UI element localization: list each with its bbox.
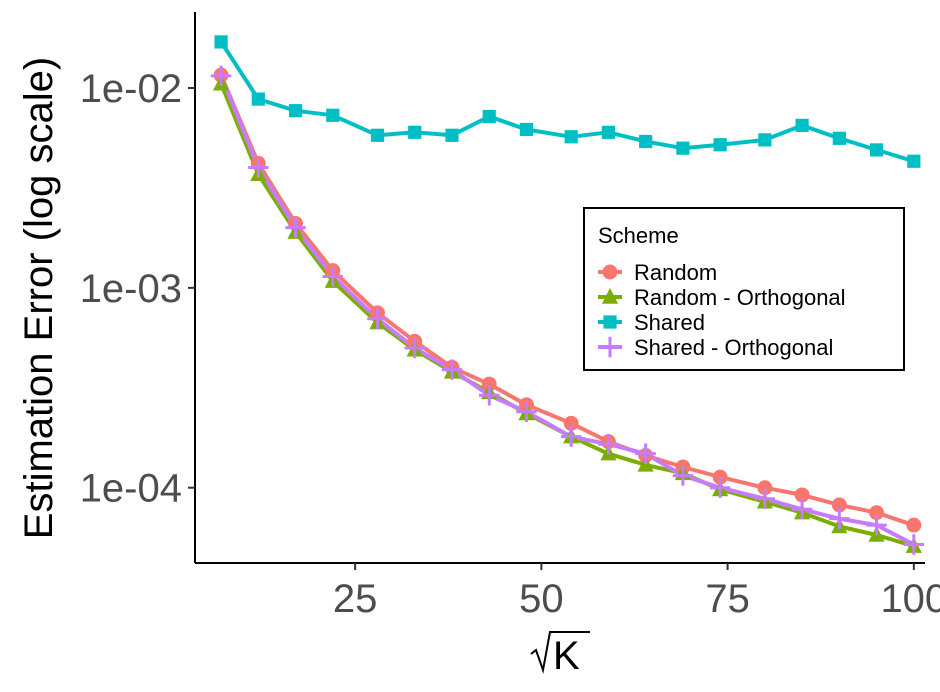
data-point-shared — [251, 92, 265, 106]
y-axis-title: Estimation Error (log scale) — [17, 57, 61, 539]
data-point-shared — [758, 133, 772, 147]
data-point-shared — [676, 141, 690, 155]
series-points-shared-orthogonal — [210, 65, 925, 555]
data-point-shared — [214, 35, 228, 49]
x-axis-title: K — [530, 631, 590, 678]
marker-layer — [210, 35, 925, 555]
legend-label: Shared - Orthogonal — [634, 335, 833, 360]
y-tick-label: 1e-04 — [80, 467, 182, 511]
data-point-shared-orthogonal — [210, 65, 232, 87]
legend-item-random-orthogonal: Random - Orthogonal — [598, 285, 846, 310]
data-point-shared — [907, 154, 921, 168]
radical-sign-icon — [530, 631, 590, 674]
data-point-shared-orthogonal — [248, 157, 269, 178]
data-point-shared — [601, 125, 616, 139]
data-point-shared — [795, 118, 809, 132]
data-point-random — [757, 480, 773, 496]
data-point-random — [831, 497, 847, 513]
data-point-random — [906, 517, 922, 533]
data-point-shared-orthogonal — [560, 426, 582, 447]
data-point-shared-orthogonal — [441, 359, 463, 380]
y-tick-label: 1e-03 — [80, 267, 182, 311]
data-point-shared — [370, 128, 385, 142]
x-tick-label: 100 — [880, 577, 940, 621]
x-axis-title-text: K — [553, 634, 580, 678]
x-tick-label: 25 — [333, 577, 378, 621]
data-point-shared-orthogonal — [285, 217, 306, 238]
data-point-random — [794, 487, 810, 503]
legend-swatch-marker — [601, 288, 619, 304]
legend-swatch-marker — [602, 264, 618, 280]
legend-item-shared-orthogonal: Shared - Orthogonal — [598, 335, 833, 360]
data-point-shared — [639, 134, 653, 149]
data-point-shared — [832, 131, 846, 145]
data-point-shared-orthogonal — [754, 488, 776, 509]
data-point-shared — [445, 128, 459, 142]
series-points-shared — [214, 35, 921, 168]
data-point-shared — [482, 109, 496, 124]
legend-title: Scheme — [598, 223, 679, 248]
x-axis-ticks: 25 50 75 100 — [333, 563, 940, 621]
data-point-shared — [869, 143, 884, 157]
legend-item-shared: Shared — [598, 310, 705, 335]
data-point-shared-orthogonal — [672, 465, 694, 486]
legend-box — [583, 207, 905, 371]
data-point-shared-orthogonal — [404, 337, 425, 359]
data-point-shared-orthogonal — [479, 385, 500, 406]
data-point-shared — [564, 130, 578, 144]
data-point-shared-orthogonal — [322, 266, 344, 287]
y-axis-title-text: Estimation Error (log scale) — [17, 57, 61, 539]
plot-area — [210, 35, 925, 555]
x-tick-label: 50 — [519, 577, 564, 621]
data-point-shared-orthogonal — [903, 534, 925, 555]
y-tick-label: 1e-02 — [80, 67, 182, 111]
data-point-shared — [519, 122, 534, 137]
data-point-shared — [408, 125, 422, 139]
data-point-random — [563, 415, 579, 431]
data-point-shared-orthogonal — [598, 434, 619, 455]
data-point-shared — [288, 104, 303, 118]
legend-label: Shared — [634, 310, 705, 335]
data-point-shared-orthogonal — [866, 514, 887, 536]
data-point-shared-orthogonal — [367, 308, 388, 330]
data-point-shared — [326, 108, 340, 122]
data-point-shared-orthogonal — [635, 443, 656, 464]
data-point-random — [712, 469, 728, 485]
y-axis-ticks: 1e-04 1e-03 1e-02 — [80, 67, 195, 511]
legend-label: Random - Orthogonal — [634, 285, 846, 310]
data-point-shared-orthogonal — [829, 508, 850, 529]
x-tick-label: 75 — [705, 577, 750, 621]
data-point-random — [869, 505, 885, 521]
legend-label: Random — [634, 260, 717, 285]
data-point-shared-orthogonal — [709, 477, 731, 498]
data-point-shared-orthogonal — [516, 401, 537, 422]
legend-swatch-marker — [603, 315, 617, 329]
legend-swatch-marker — [599, 336, 621, 358]
data-point-shared-orthogonal — [791, 499, 813, 520]
legend-item-random: Random — [598, 260, 717, 285]
data-point-shared — [713, 138, 727, 152]
